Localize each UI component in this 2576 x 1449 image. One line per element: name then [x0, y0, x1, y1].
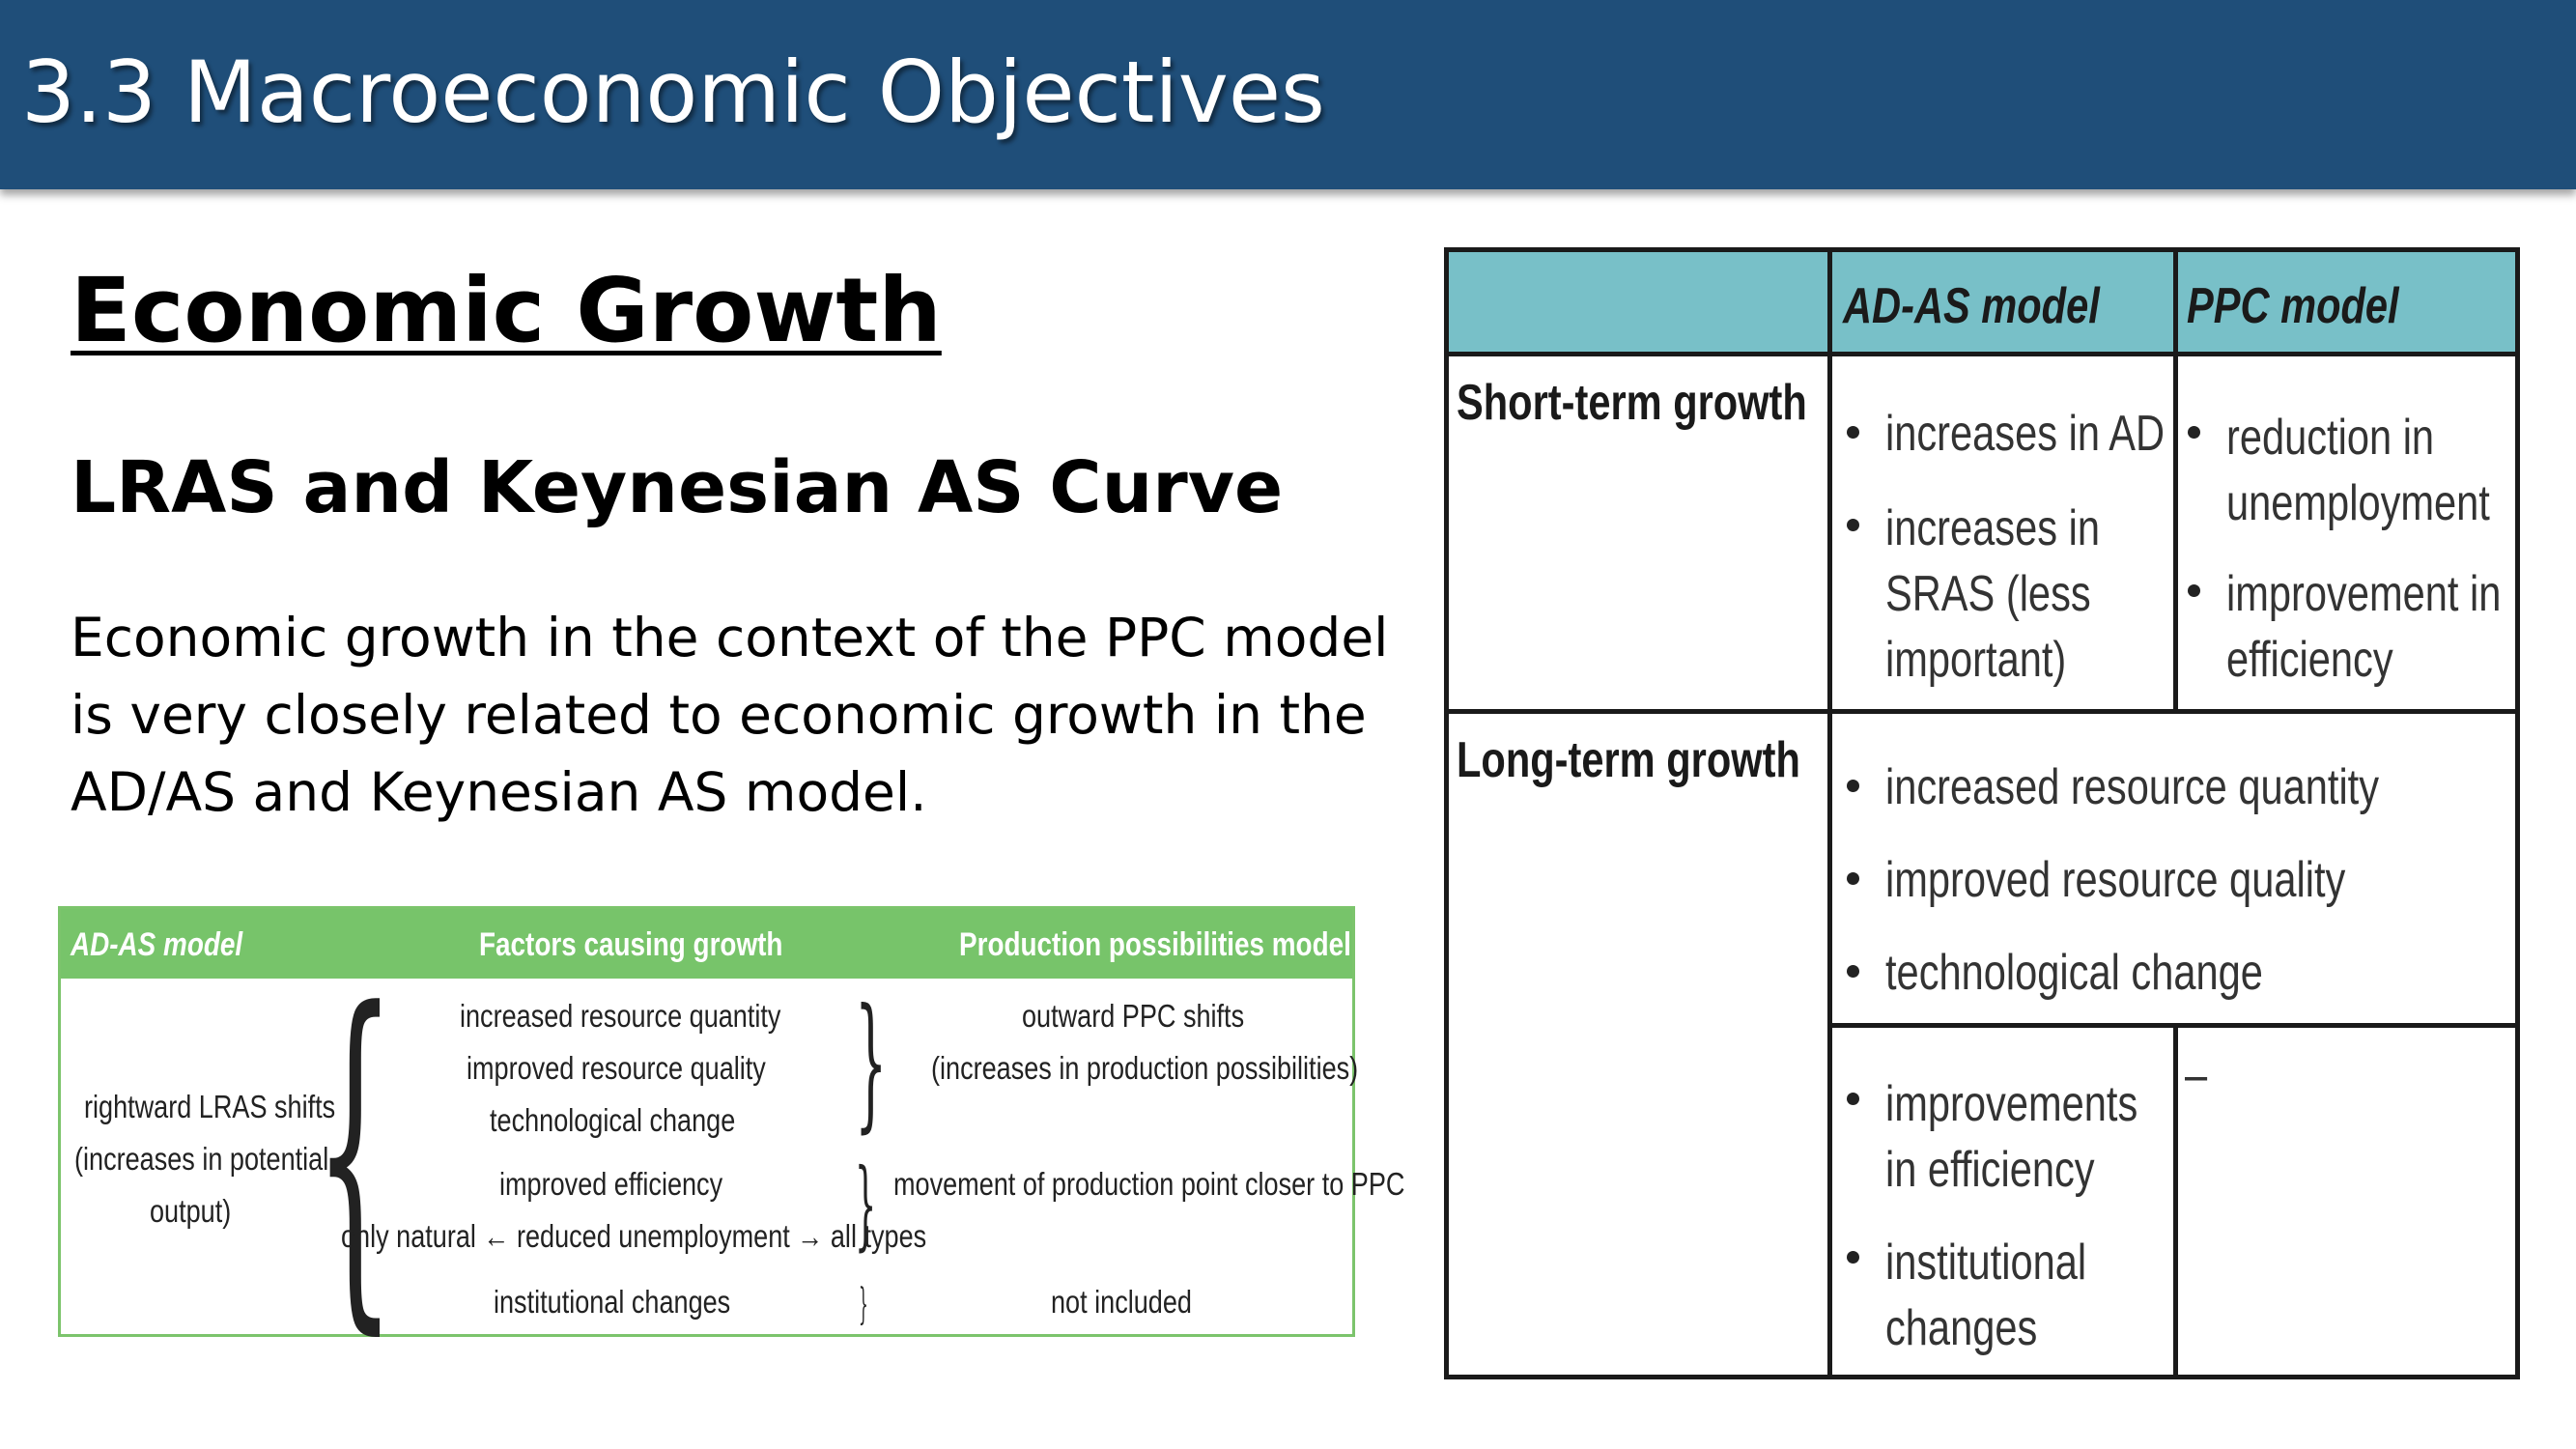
title-bar: 3.3 Macroeconomic Objectives — [0, 0, 2576, 189]
factors-table: AD-AS model Factors causing growth Produ… — [58, 906, 1404, 1364]
factor-item: institutional changes — [494, 1284, 731, 1320]
short-ppc-item: improvement in efficiency — [2226, 566, 2502, 688]
slide-title: 3.3 Macroeconomic Objectives — [21, 43, 1325, 142]
left-brace: { — [314, 936, 396, 1364]
grid-line — [1827, 1023, 2515, 1028]
comparison-table: AD-AS model PPC model Short-term growth … — [1444, 247, 2520, 1379]
factor-item: improved resource quality — [467, 1050, 766, 1086]
bullet — [1847, 965, 1859, 978]
long-shared-item: technological change — [1885, 945, 2263, 1001]
long-adas-item: improvements in efficiency — [1885, 1076, 2138, 1198]
right-brace: } — [855, 979, 888, 1147]
bullet — [1847, 1093, 1859, 1105]
comparison-table-header — [1449, 252, 2515, 356]
grid-line — [2173, 252, 2178, 713]
grid-line — [1449, 709, 2515, 714]
factors-table-header: AD-AS model Factors causing growth Produ… — [61, 909, 1352, 979]
factor-item: only natural ← reduced unemployment → al… — [341, 1218, 927, 1254]
long-adas-item: institutional changes — [1885, 1235, 2087, 1356]
right-brace: } — [855, 1148, 877, 1261]
adas-cell-line: (increases in potential — [74, 1141, 329, 1177]
factor-item: improved efficiency — [499, 1166, 723, 1202]
grid-line — [1827, 252, 1832, 1375]
adas-cell-line: rightward LRAS shifts — [84, 1089, 336, 1124]
header-ppc-model: PPC model — [2187, 278, 2399, 334]
short-adas-item: increases in SRAS (less important) — [1885, 500, 2100, 688]
ppm-item: not included — [1051, 1284, 1192, 1320]
factor-item: increased resource quantity — [460, 998, 781, 1034]
long-shared-item: increased resource quantity — [1885, 759, 2380, 815]
ppm-item: movement of production point closer to P… — [893, 1166, 1405, 1202]
short-adas-item: increases in AD — [1885, 406, 2166, 462]
header-adas-model: AD-AS model — [1843, 278, 2100, 334]
section-subheading: LRAS and Keynesian AS Curve — [71, 446, 1284, 529]
factor-item: technological change — [490, 1102, 736, 1138]
row-label-short-term: Short-term growth — [1457, 375, 1807, 431]
bullet — [1847, 780, 1859, 792]
factors-header-ppm: Production possibilities model — [959, 926, 1351, 963]
row-label-long-term: Long-term growth — [1457, 732, 1800, 788]
section-heading: Economic Growth — [71, 259, 942, 362]
factors-header-adas: AD-AS model — [71, 926, 243, 963]
long-ppc-dash: – — [2185, 1047, 2208, 1103]
ppm-item: (increases in production possibilities) — [931, 1050, 1359, 1086]
bullet — [1847, 519, 1859, 531]
right-brace: } — [859, 1280, 868, 1329]
bullet — [1847, 426, 1859, 439]
bullet — [1847, 1251, 1859, 1264]
adas-cell-line: output) — [150, 1193, 232, 1229]
bullet — [2188, 584, 2200, 597]
short-ppc-item: reduction in unemployment — [2226, 410, 2490, 531]
bullet — [1847, 872, 1859, 885]
body-paragraph: Economic growth in the context of the PP… — [71, 607, 1389, 823]
factors-header-factors: Factors causing growth — [479, 926, 783, 963]
long-shared-item: improved resource quality — [1885, 852, 2346, 908]
grid-line — [2173, 1025, 2178, 1375]
bullet — [2188, 426, 2200, 439]
ppm-item: outward PPC shifts — [1022, 998, 1245, 1034]
